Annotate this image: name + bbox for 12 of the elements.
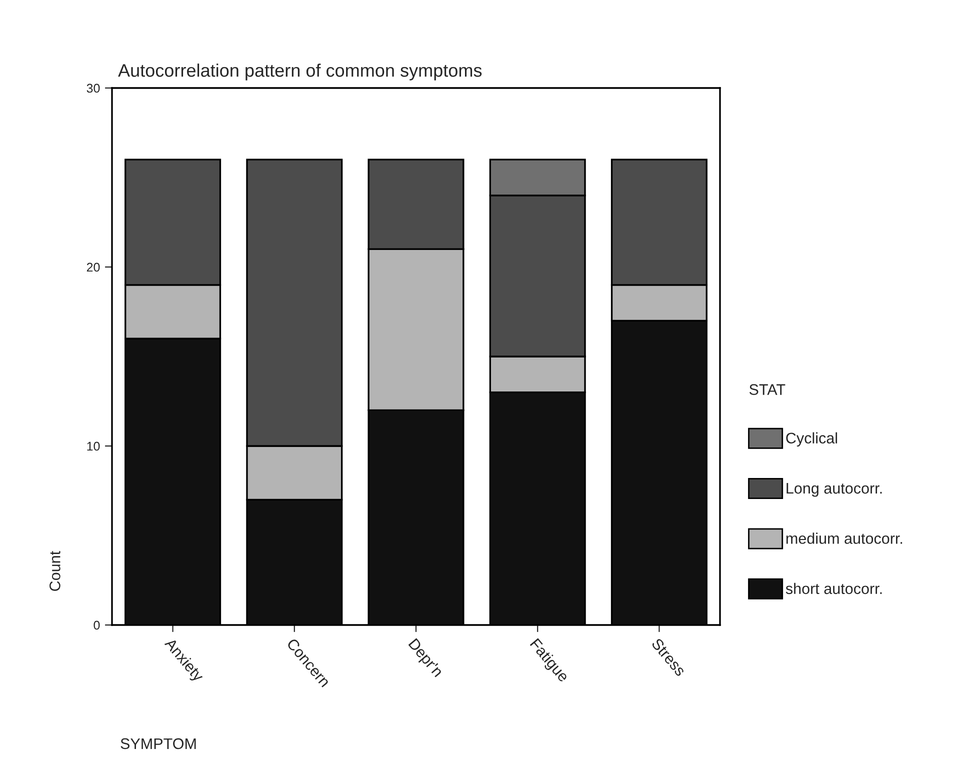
y-tick-label: 30 bbox=[86, 84, 100, 93]
y-tick-label: 0 bbox=[94, 620, 100, 630]
legend-label: short autocorr. bbox=[786, 582, 882, 594]
legend-title: STAT bbox=[749, 384, 786, 395]
y-tick-label: 20 bbox=[86, 262, 100, 272]
y-axis-title: Count bbox=[50, 551, 60, 591]
legend-label: Cyclical bbox=[786, 432, 838, 447]
y-tick-label: 10 bbox=[87, 442, 100, 451]
legend-label: medium autocorr. bbox=[786, 532, 902, 544]
x-axis-title: SYMPTOM bbox=[120, 738, 196, 750]
chart-title: Autocorrelation pattern of common symptoms bbox=[118, 64, 482, 80]
legend-label: Long autocorr. bbox=[786, 483, 882, 497]
